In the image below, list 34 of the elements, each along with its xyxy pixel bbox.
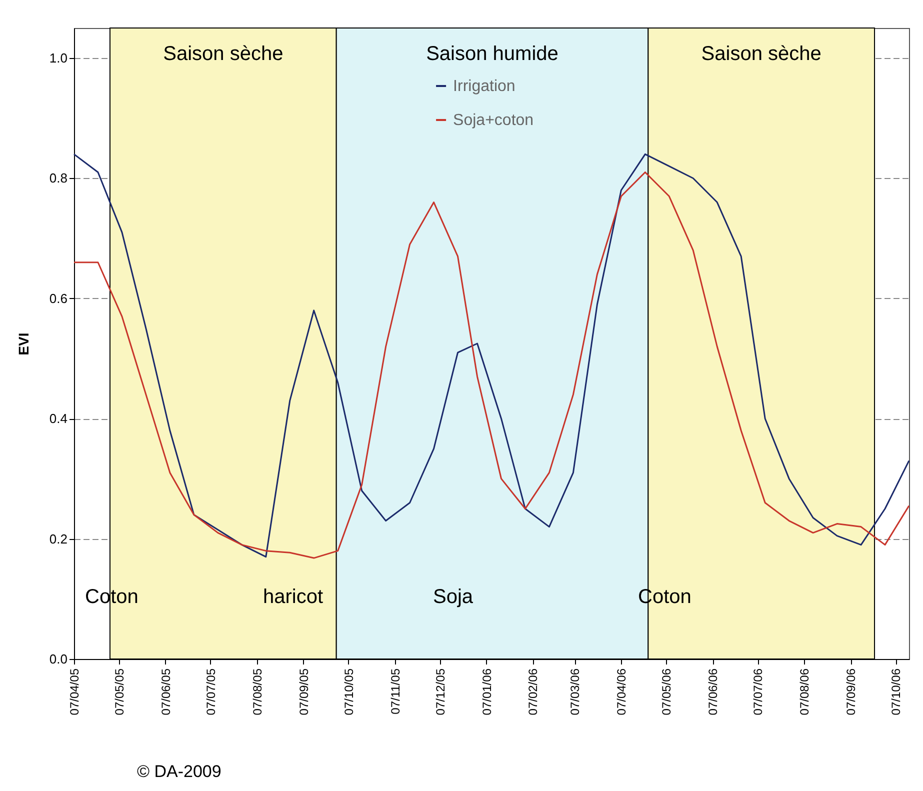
y-tick-label: 0.2 [49, 531, 68, 546]
y-axis-title: EVI [15, 332, 32, 356]
annotation: haricot [263, 586, 324, 609]
x-tick-label: 07/10/06 [889, 668, 904, 716]
band-label: Saison humide [426, 43, 558, 65]
x-tick-label: 07/05/06 [660, 668, 674, 716]
x-tick-label: 07/11/05 [388, 668, 402, 714]
y-tick-label: 0.4 [49, 411, 68, 426]
y-tick-label: 0.8 [49, 170, 68, 186]
annotation: Soja [433, 586, 474, 609]
x-tick-label: 07/06/06 [706, 668, 720, 716]
x-tick-label: 07/04/06 [614, 668, 629, 716]
x-tick-label: 07/08/05 [250, 668, 264, 716]
band-label: Saison sèche [701, 43, 822, 65]
x-tick-label: 07/05/05 [112, 668, 126, 716]
x-tick-label: 07/03/06 [568, 668, 582, 716]
x-tick-label: 07/04/05 [68, 668, 82, 716]
legend-label: Irrigation [453, 78, 516, 95]
y-tick-label: 0.0 [49, 652, 68, 666]
x-tick-label: 07/07/05 [204, 668, 218, 716]
x-tick-label: 07/01/06 [480, 668, 494, 716]
x-tick-label: 07/09/06 [844, 668, 858, 716]
y-tick-label: 1.0 [49, 50, 68, 66]
legend-label: Soja+coton [453, 112, 534, 129]
x-tick-label: 07/06/05 [158, 668, 173, 716]
band-label: Saison sèche [163, 43, 284, 65]
x-tick-label: 07/12/05 [433, 668, 448, 716]
x-tick-label: 07/09/05 [296, 668, 311, 716]
y-tick-label: 0.6 [49, 290, 68, 306]
x-tick-label: 07/07/06 [751, 668, 766, 716]
x-tick-label: 07/02/06 [526, 668, 540, 716]
x-tick-label: 07/10/05 [342, 668, 356, 716]
x-tick-label: 07/08/06 [798, 668, 812, 716]
text: © DA-2009 [137, 762, 222, 782]
